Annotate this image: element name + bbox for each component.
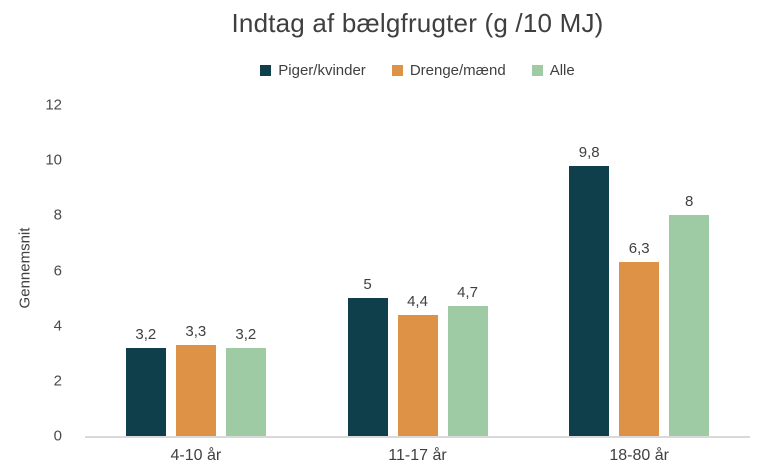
bar-column: 9,8 — [569, 143, 610, 436]
bar-value-label: 3,3 — [185, 322, 207, 340]
bar-value-label: 6,3 — [628, 240, 650, 258]
bar — [447, 306, 488, 436]
bar-column: 6,3 — [619, 240, 660, 436]
y-tick-label: 12 — [45, 96, 62, 114]
bar-column: 4,4 — [397, 292, 438, 436]
bar-value-label: 9,8 — [578, 143, 600, 161]
bar — [569, 165, 610, 436]
y-tick-label: 2 — [53, 372, 62, 390]
bar — [669, 215, 710, 436]
legend: Piger/kvinder Drenge/mænd Alle — [85, 62, 750, 79]
x-category-label: 18-80 år — [609, 447, 669, 464]
legend-swatch-icon — [391, 65, 403, 76]
legend-swatch-icon — [260, 65, 272, 76]
legend-item-1: Piger/kvinder — [260, 62, 366, 79]
bar — [225, 347, 266, 436]
bar-value-label: 3,2 — [135, 325, 157, 343]
bar-value-label: 4,7 — [457, 284, 478, 302]
plot-area: 3,2 3,3 3,2 5 4,4 4,7 9,8 6,3 8 — [85, 105, 750, 438]
y-tick-label: 6 — [53, 262, 62, 279]
bar-column: 5 — [347, 276, 388, 436]
legend-label: Alle — [549, 62, 575, 79]
legend-swatch-icon — [531, 65, 543, 76]
bar-group: 5 4,4 4,7 — [307, 105, 529, 436]
bar — [175, 344, 216, 436]
bar — [347, 298, 388, 436]
legend-item-3: Alle — [531, 62, 575, 79]
x-category-label: 4-10 år — [170, 447, 222, 464]
chart-title: Indtag af bælgfrugter (g /10 MJ) — [231, 8, 604, 38]
bar-value-label: 4,4 — [407, 292, 428, 310]
bar — [125, 347, 166, 436]
y-tick-label: 0 — [53, 427, 62, 445]
legend-label: Piger/kvinder — [278, 62, 366, 79]
bar-column: 3,3 — [175, 322, 216, 436]
bar-column: 4,7 — [447, 284, 488, 436]
bar — [619, 262, 660, 436]
bar-group: 3,2 3,3 3,2 — [85, 105, 307, 436]
y-axis-ticks: 0 2 4 6 8 10 12 — [0, 0, 62, 476]
legend-item-2: Drenge/mænd — [391, 62, 506, 79]
y-tick-label: 4 — [53, 317, 62, 335]
bar-group: 9,8 6,3 8 — [528, 105, 750, 436]
bar-column: 8 — [669, 193, 710, 436]
bar-value-label: 5 — [363, 276, 372, 294]
x-category-label: 11-17 år — [388, 447, 447, 464]
bar-column: 3,2 — [225, 325, 266, 436]
y-tick-label: 8 — [53, 206, 62, 224]
bar-value-label: 8 — [685, 193, 694, 211]
bar-column: 3,2 — [125, 325, 166, 436]
bar-value-label: 3,2 — [235, 325, 257, 343]
y-tick-label: 10 — [45, 151, 62, 169]
x-axis-labels: 4-10 år 11-17 år 18-80 år — [85, 447, 750, 465]
legend-label: Drenge/mænd — [409, 62, 506, 79]
bar — [397, 314, 438, 436]
